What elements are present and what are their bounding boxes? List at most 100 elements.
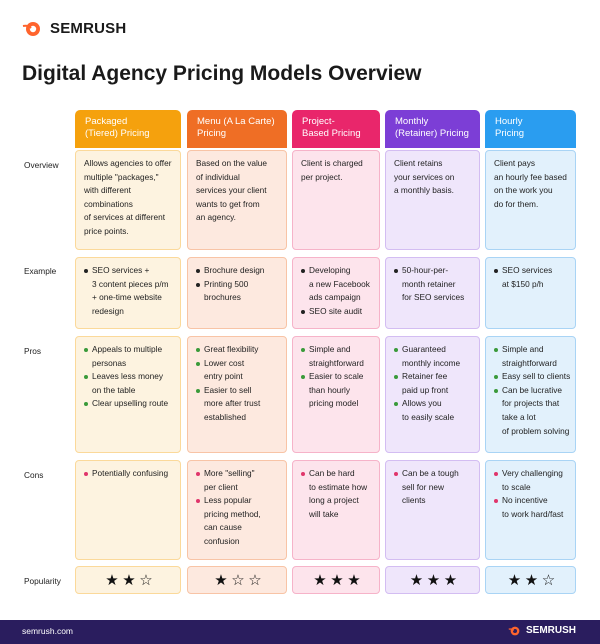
cons-bullet: Very challenging to scale: [494, 467, 571, 494]
star-filled-icon: ★: [409, 572, 424, 589]
row-label-overview: Overview: [24, 160, 59, 170]
example-bullet: Brochure design: [196, 264, 282, 278]
pros-bullet: Clear upselling route: [84, 397, 176, 411]
semrush-flame-icon: [508, 626, 520, 635]
example-text: SEO services: [502, 265, 553, 275]
pros-text: to easily scale: [402, 411, 455, 422]
overview-text: a monthly basis.: [394, 185, 454, 196]
cons-cell: Potentially confusing: [75, 460, 181, 560]
popularity-rating: ★ ★ ☆: [76, 573, 182, 588]
overview-text: wants to get from: [196, 198, 260, 209]
overview-text: an hourly fee based: [494, 171, 567, 182]
star-filled-icon: ★: [313, 572, 327, 589]
popularity-cell: ★ ☆ ☆: [187, 566, 287, 594]
pros-text: Simple and: [309, 344, 351, 354]
pros-text: paid up front: [402, 384, 449, 395]
semrush-flame-icon: [22, 21, 40, 36]
cons-cell: More "selling" per client Less popular pric…: [187, 460, 287, 560]
pros-bullet: Easier to scale than hourly pricing model: [301, 370, 375, 411]
pros-bullet: Lower cost entry point: [196, 357, 282, 384]
pros-text: Easier to scale: [309, 371, 364, 382]
row-label-cons: Cons: [24, 470, 44, 480]
brand-name: SEMRUSH: [50, 20, 127, 37]
cons-text: will take: [309, 508, 339, 519]
column-header-line: Project-: [302, 116, 335, 127]
example-text: Brochure design: [204, 265, 265, 275]
pros-text: pricing model: [309, 398, 359, 409]
pros-text: of problem solving: [502, 425, 570, 436]
example-bullet: Developing a new Facebook ads campaign: [301, 264, 375, 305]
column-header: Hourly Pricing: [485, 110, 576, 148]
column-header: Monthly (Retainer) Pricing: [385, 110, 480, 148]
overview-text: price points.: [84, 225, 129, 236]
example-cell: Developing a new Facebook ads campaign SEO …: [292, 257, 380, 329]
star-filled-icon: ★: [524, 572, 539, 589]
example-text: redesign: [92, 305, 124, 316]
column-header-line: Hourly: [495, 116, 523, 127]
cons-bullet: More "selling" per client: [196, 467, 282, 494]
cons-bullet: Potentially confusing: [84, 467, 176, 481]
pros-cell: Simple and straightforward Easier to scale…: [292, 336, 380, 453]
overview-text: of individual: [196, 171, 240, 182]
star-filled-icon: ★: [426, 572, 441, 589]
page-title: Digital Agency Pricing Models Overview: [22, 62, 422, 85]
example-bullet: SEO services at $150 p/h: [494, 264, 571, 291]
pros-text: established: [204, 411, 246, 422]
cons-text: clients: [402, 495, 426, 506]
cons-bullet: Can be a tough sell for new clients: [394, 467, 475, 508]
cons-text: to scale: [502, 481, 531, 492]
example-bullet: SEO site audit: [301, 305, 375, 319]
overview-cell: Client pays an hourly fee based on the wor…: [485, 150, 576, 250]
pros-cell: Simple and straightforward Easy sell to cl…: [485, 336, 576, 453]
cons-cell: Can be a tough sell for new clients: [385, 460, 480, 560]
pros-text: Leaves less money: [92, 371, 164, 382]
pros-text: for projects that: [502, 398, 560, 409]
pros-text: Guaranteed: [402, 344, 446, 354]
pros-text: monthly income: [402, 357, 461, 368]
overview-text: per project.: [301, 171, 343, 182]
column-header-line: (Retainer) Pricing: [395, 128, 469, 139]
cons-text: Less popular: [204, 495, 252, 506]
overview-text: Based on the value: [196, 158, 268, 168]
example-bullet: Printing 500 brochures: [196, 278, 282, 305]
row-label-pros: Pros: [24, 346, 42, 356]
overview-text: Client retains: [394, 158, 443, 168]
cons-bullet: No incentive to work hard/fast: [494, 494, 571, 521]
example-cell: SEO services at $150 p/h: [485, 257, 576, 329]
pros-text: Allows you: [402, 398, 442, 409]
star-filled-icon: ★: [443, 572, 458, 589]
example-text: Printing 500: [204, 278, 249, 289]
example-text: Developing: [309, 265, 351, 275]
pros-text: Great flexibility: [204, 344, 259, 354]
pros-bullet: Can be lucrative for projects that take a …: [494, 384, 571, 438]
overview-text: combinations: [84, 198, 133, 209]
cons-text: pricing method,: [204, 508, 261, 519]
cons-text: Can be a tough: [402, 468, 459, 478]
pros-bullet: Easier to sell more after trust establishe…: [196, 384, 282, 425]
overview-text: of services at different: [84, 212, 166, 223]
star-empty-icon: ☆: [541, 572, 556, 589]
example-text: SEO site audit: [309, 305, 363, 316]
column-header-line: Monthly: [395, 116, 429, 127]
example-text: ads campaign: [309, 292, 361, 303]
footer-bar: semrush.com SEMRUSH: [0, 620, 600, 644]
footer-url[interactable]: semrush.com: [22, 626, 74, 636]
star-filled-icon: ★: [507, 572, 522, 589]
example-bullet: SEO services + 3 content pieces p/m + one-…: [84, 264, 176, 318]
popularity-cell: ★ ★ ☆: [485, 566, 576, 594]
cons-text: sell for new: [402, 481, 444, 492]
popularity-cell: ★ ★ ★: [385, 566, 480, 594]
example-cell: 50-hour-per-month retainer for SEO servic…: [385, 257, 480, 329]
pros-cell: Great flexibility Lower cost entry point Ea…: [187, 336, 287, 453]
popularity-rating: ★ ★ ★: [386, 573, 481, 588]
example-text: for SEO services: [402, 292, 465, 303]
pros-bullet: Leaves less money on the table: [84, 370, 176, 397]
pros-text: straightforward: [309, 357, 364, 368]
pros-bullet: Retainer fee paid up front: [394, 370, 475, 397]
example-bullet: 50-hour-per-month retainer for SEO servic…: [394, 264, 475, 305]
star-filled-icon: ★: [347, 572, 361, 589]
overview-text: multiple "packages,": [84, 171, 159, 182]
overview-text: Client pays: [494, 158, 536, 168]
star-empty-icon: ☆: [139, 572, 153, 589]
star-filled-icon: ★: [122, 572, 136, 589]
